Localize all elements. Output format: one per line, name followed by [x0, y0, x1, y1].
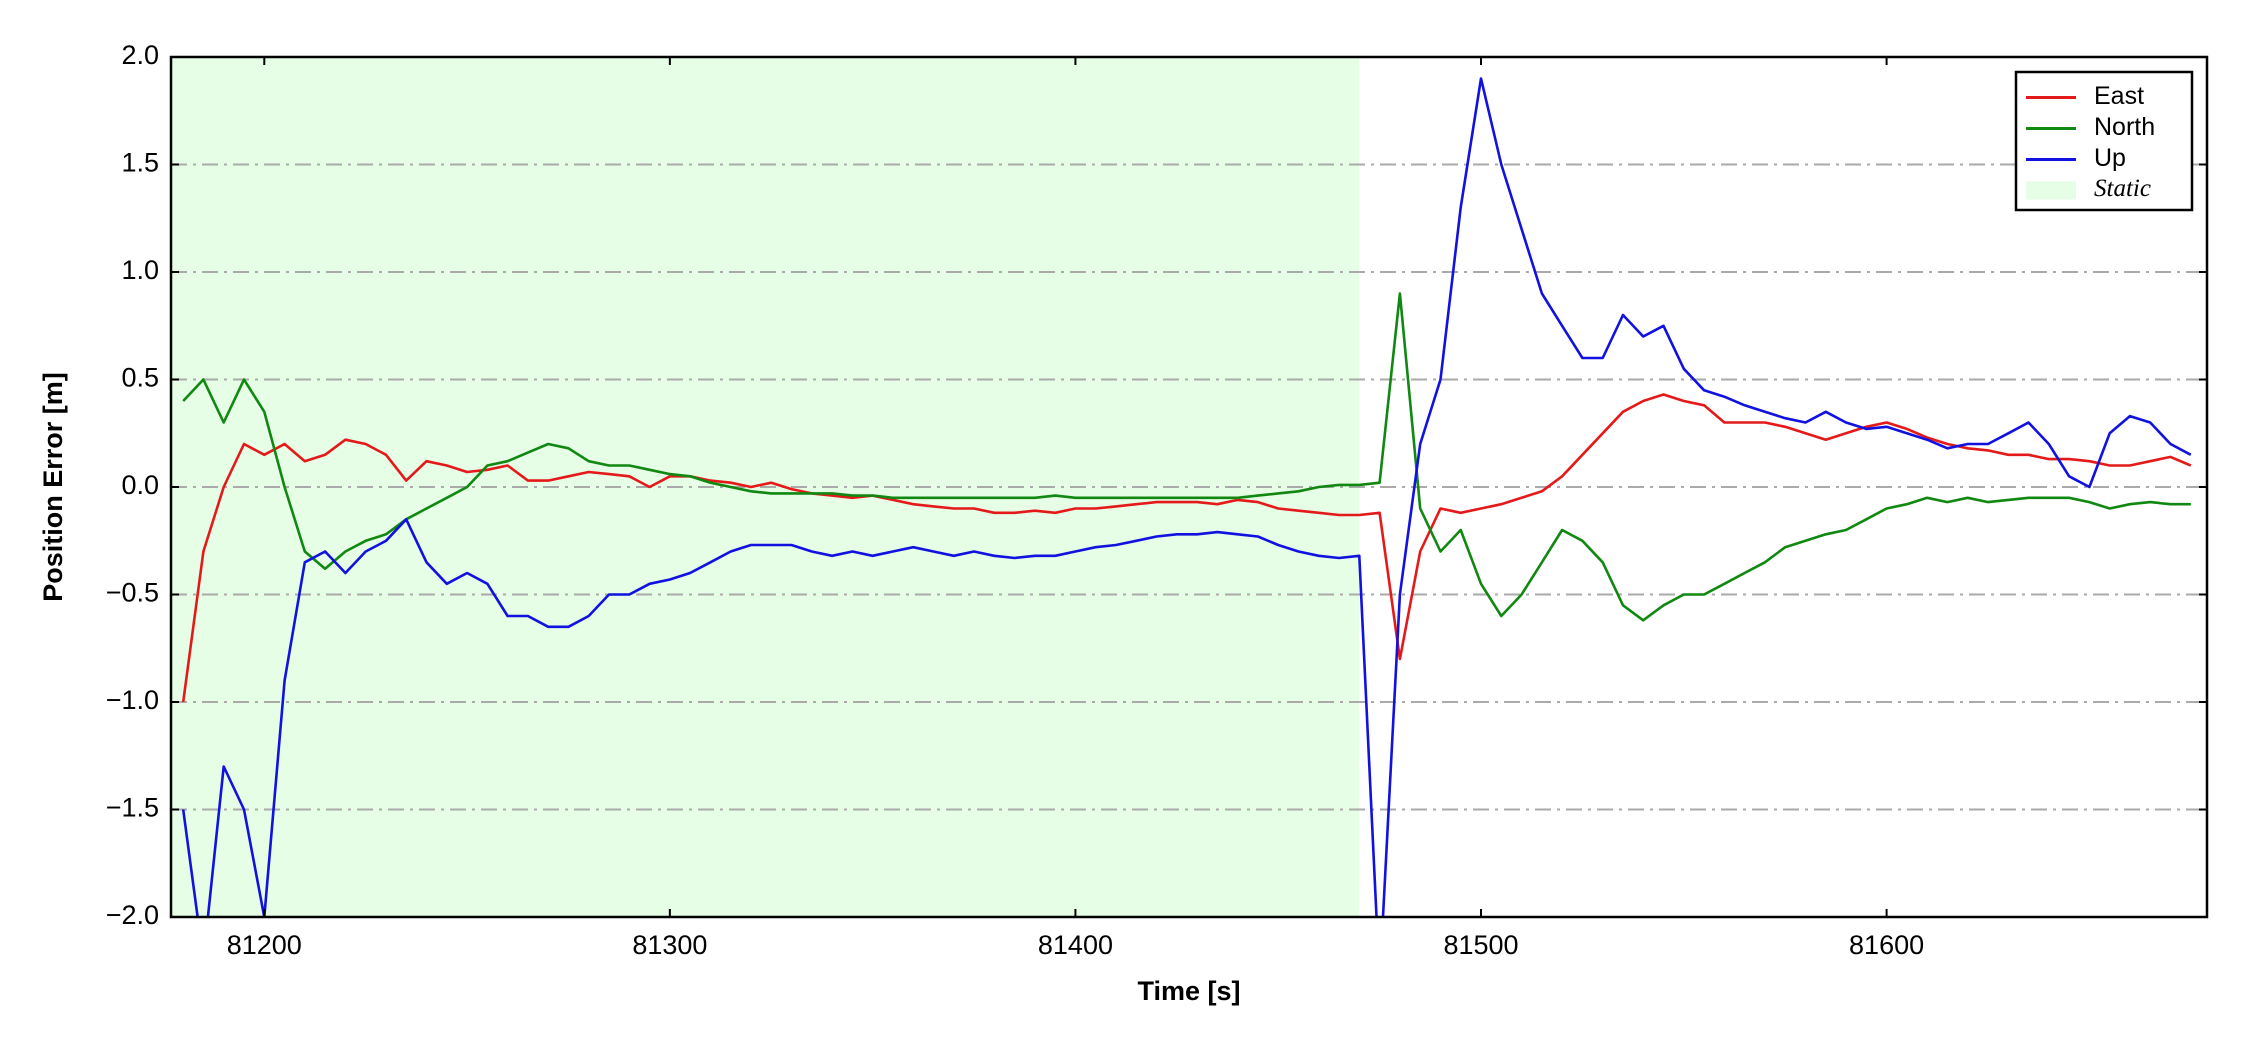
x-tick-label: 81500: [1443, 930, 1518, 960]
y-tick-label: 0.0: [121, 470, 159, 500]
y-tick-label: −1.0: [106, 685, 159, 715]
x-axis-label: Time [s]: [1137, 976, 1240, 1006]
y-axis-label: Position Error [m]: [38, 372, 68, 602]
legend-swatch: [2026, 181, 2076, 200]
y-tick-label: −0.5: [106, 578, 159, 608]
x-tick-label: 81400: [1038, 930, 1113, 960]
series-line: [182, 292, 2191, 622]
plot-frame: [169, 55, 2209, 919]
y-tick-label: 1.0: [121, 255, 159, 285]
x-tick-label: 81300: [632, 930, 707, 960]
x-tick-label: 81200: [227, 930, 302, 960]
lines-layer: [181, 77, 2192, 917]
y-tick-label: 1.5: [121, 148, 159, 178]
axes-layer: −2.0 −1.5 −1.0 −0.5 0.0 0.5 1.0 1.5 2.0 81200 8130…: [106, 40, 2209, 960]
y-tick-label: −1.5: [106, 793, 159, 823]
y-tick-label: −2.0: [106, 900, 159, 930]
series-line: [181, 77, 2192, 917]
legend-label: East: [2094, 82, 2144, 110]
series-line: [181, 393, 2192, 703]
y-tick-label: 0.5: [121, 363, 159, 393]
legend-label: Up: [2094, 144, 2126, 172]
legend-label: North: [2094, 113, 2155, 141]
x-tick-label: 81600: [1849, 930, 1924, 960]
legend-label: Static: [2094, 175, 2151, 202]
y-tick-label: 2.0: [121, 40, 159, 70]
